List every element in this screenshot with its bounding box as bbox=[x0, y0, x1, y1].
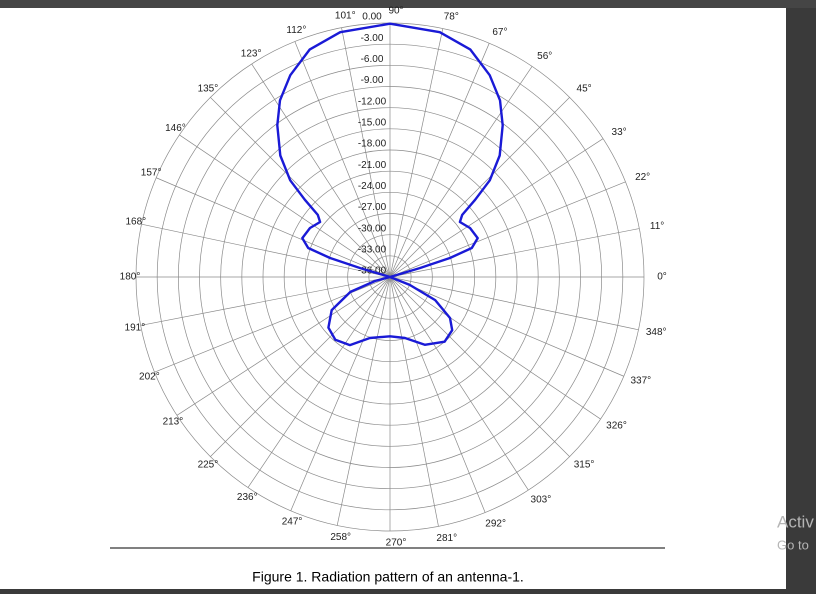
angle-label: 45° bbox=[577, 84, 592, 95]
grid-spoke bbox=[251, 63, 391, 278]
watermark-line: Go to bbox=[777, 537, 809, 552]
grid-spoke bbox=[389, 138, 604, 278]
radial-label: -24.00 bbox=[358, 181, 387, 192]
grid-spoke bbox=[294, 41, 391, 278]
angle-label: 0° bbox=[657, 272, 667, 283]
pattern-line bbox=[276, 22, 504, 347]
angle-label: 22° bbox=[635, 172, 650, 183]
radial-label: -21.00 bbox=[358, 160, 387, 171]
angle-label: 135° bbox=[198, 84, 219, 95]
angle-label: 315° bbox=[574, 460, 595, 471]
radial-label: -12.00 bbox=[358, 96, 387, 107]
radial-label: -27.00 bbox=[358, 202, 387, 213]
top-bar bbox=[0, 0, 816, 8]
radial-label: -33.00 bbox=[358, 244, 387, 255]
radial-label: -6.00 bbox=[361, 54, 384, 65]
angle-label: 67° bbox=[492, 27, 507, 38]
angle-label: 112° bbox=[286, 25, 306, 36]
angle-label: 146° bbox=[165, 123, 186, 134]
grid-spoke bbox=[389, 276, 601, 420]
angle-label: 11° bbox=[650, 221, 664, 232]
angle-label: 90° bbox=[388, 6, 403, 17]
grid-spoke bbox=[247, 276, 391, 488]
watermark-line: Activ bbox=[777, 512, 814, 531]
document-page bbox=[0, 8, 786, 589]
polar-chart: 0° 11° 22° 33° 45° 56° 67° 78° 90° 101° 112° 123° 13… bbox=[120, 6, 667, 549]
radial-label: -15.00 bbox=[358, 117, 387, 128]
grid-spoke bbox=[140, 276, 391, 326]
grid-spoke bbox=[389, 276, 624, 377]
angle-label: 168° bbox=[125, 216, 146, 227]
radial-label: 0.00 bbox=[362, 12, 382, 23]
radial-label: -30.00 bbox=[358, 223, 387, 234]
angle-label: 337° bbox=[631, 376, 652, 387]
grid-spoke bbox=[389, 276, 486, 513]
angle-label: 56° bbox=[537, 51, 552, 62]
side-panel bbox=[786, 8, 816, 594]
angle-label: 213° bbox=[163, 417, 184, 428]
grid-spoke bbox=[389, 66, 533, 278]
angle-label: 236° bbox=[237, 492, 258, 503]
grid-spoke bbox=[179, 134, 391, 278]
grid-spoke bbox=[210, 276, 391, 457]
grid-spoke bbox=[210, 97, 391, 278]
grid-spoke bbox=[341, 27, 391, 278]
angle-label: 348° bbox=[646, 327, 667, 338]
angle-label: 281° bbox=[436, 533, 457, 544]
angle-label: 292° bbox=[485, 518, 506, 529]
angle-label: 180° bbox=[120, 272, 141, 283]
angle-label: 247° bbox=[282, 516, 303, 527]
caption: Figure 1. Radiation pattern of an antenn… bbox=[252, 569, 524, 585]
angle-label: 157° bbox=[141, 168, 162, 179]
grid-spoke bbox=[389, 276, 570, 457]
grid-spoke bbox=[389, 43, 490, 278]
angle-label: 123° bbox=[241, 49, 262, 60]
radial-label: -3.00 bbox=[361, 33, 384, 44]
angle-label: 258° bbox=[330, 532, 351, 543]
angle-label: 33° bbox=[612, 127, 627, 138]
radial-label: -9.00 bbox=[361, 75, 384, 86]
grid-spoke bbox=[336, 276, 391, 526]
radial-label: -18.00 bbox=[358, 139, 387, 150]
grid-spoke bbox=[389, 181, 626, 278]
angle-label: 78° bbox=[444, 11, 459, 22]
grid-spoke bbox=[176, 276, 391, 416]
grid-spoke bbox=[389, 228, 640, 278]
angle-label: 303° bbox=[531, 495, 552, 506]
angle-label: 191° bbox=[125, 322, 146, 333]
grid-spoke bbox=[141, 223, 391, 278]
grid-spoke bbox=[389, 28, 444, 278]
angle-label: 225° bbox=[198, 460, 219, 471]
grid-spoke bbox=[389, 276, 529, 491]
grid-spoke bbox=[389, 97, 570, 278]
angle-label: 202° bbox=[139, 371, 160, 382]
angle-label: 326° bbox=[606, 420, 627, 431]
grid-spoke bbox=[290, 276, 391, 511]
grid-spoke bbox=[389, 276, 439, 527]
angle-label: 101° bbox=[335, 11, 356, 22]
angle-label: 270° bbox=[386, 538, 407, 549]
grid-spoke bbox=[156, 177, 391, 278]
grid-spoke bbox=[389, 276, 639, 331]
